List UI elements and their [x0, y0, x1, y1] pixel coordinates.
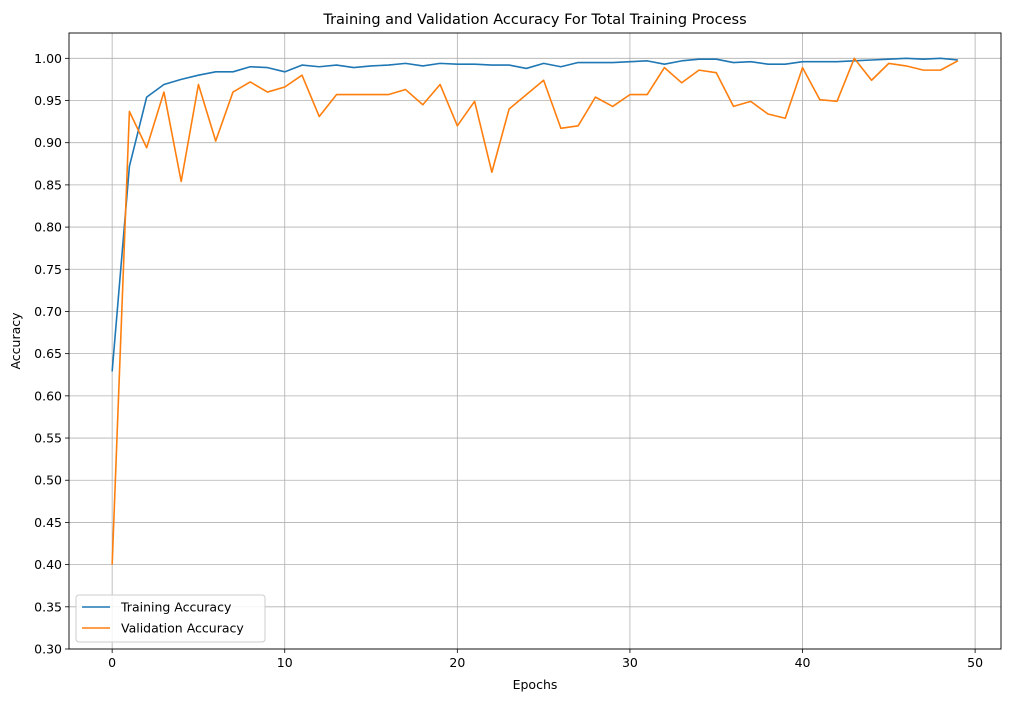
y-tick-label: 0.35 — [34, 599, 62, 614]
y-tick-label: 0.75 — [34, 262, 62, 277]
y-tick-label: 0.80 — [34, 220, 62, 235]
y-tick-label: 0.45 — [34, 515, 62, 530]
chart-title: Training and Validation Accuracy For Tot… — [322, 12, 746, 28]
y-axis-label: Accuracy — [8, 312, 23, 370]
y-axis-ticks: 0.30 0.35 0.40 0.45 0.50 0.55 0.60 0.65 0.70 0.75… — [34, 51, 69, 657]
y-tick-label: 0.95 — [34, 93, 62, 108]
y-tick-label: 0.65 — [34, 346, 62, 361]
y-tick-label: 0.70 — [34, 304, 62, 319]
y-tick-label: 0.30 — [34, 642, 62, 657]
grid-lines — [69, 33, 1001, 650]
y-tick-label: 0.85 — [34, 177, 62, 192]
x-tick-label: 30 — [622, 655, 638, 670]
legend-label-training: Training Accuracy — [120, 600, 232, 615]
y-tick-label: 0.40 — [34, 557, 62, 572]
x-tick-label: 10 — [277, 655, 293, 670]
x-tick-label: 50 — [967, 655, 983, 670]
y-tick-label: 0.50 — [34, 473, 62, 488]
plot-frame — [68, 32, 1002, 650]
x-axis-ticks: 0 10 20 30 40 50 — [108, 649, 983, 670]
y-tick-label: 0.90 — [34, 135, 62, 150]
y-tick-label: 1.00 — [34, 51, 62, 66]
legend: Training Accuracy Validation Accuracy — [75, 594, 266, 643]
x-tick-label: 0 — [108, 655, 116, 670]
y-tick-label: 0.60 — [34, 388, 62, 403]
series-lines — [111, 57, 959, 565]
x-tick-label: 40 — [795, 655, 811, 670]
validation-accuracy-line — [111, 57, 959, 565]
y-tick-label: 0.55 — [34, 431, 62, 446]
x-tick-label: 20 — [449, 655, 465, 670]
training-accuracy-line — [111, 57, 958, 372]
legend-label-validation: Validation Accuracy — [121, 621, 244, 636]
legend-box — [75, 594, 266, 643]
x-axis-label: Epochs — [513, 677, 558, 692]
